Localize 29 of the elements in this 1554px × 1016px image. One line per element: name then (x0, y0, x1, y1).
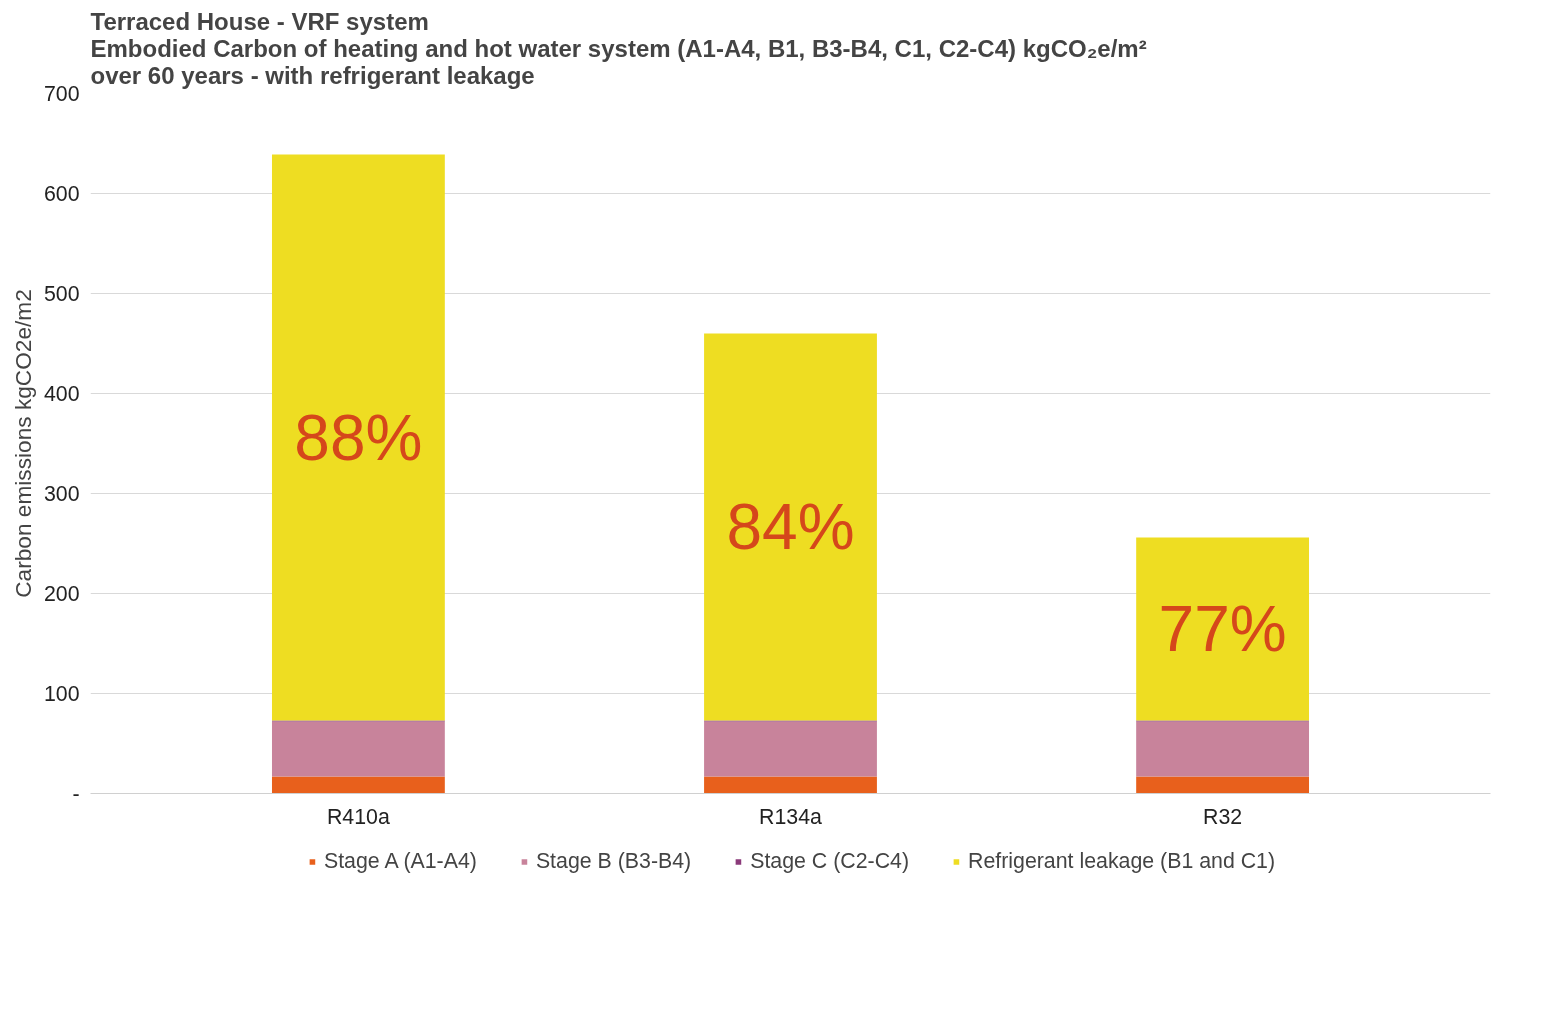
annotation: 77% (1158, 593, 1287, 665)
legend-label: Stage C (C2-C4) (750, 848, 910, 874)
annotation: 84% (726, 491, 855, 563)
y-axis-title: Carbon emissions kgCO2e/m2 (9, 289, 36, 598)
bar (271, 776, 445, 794)
y-tick-label: 600 (43, 182, 80, 206)
bar (1136, 721, 1310, 777)
y-tick-label: 200 (43, 582, 80, 606)
bar (271, 154, 445, 721)
y-tick-label: 100 (43, 682, 80, 706)
y-tick-label: 300 (43, 482, 80, 506)
legend-label: Stage A (A1-A4) (323, 848, 477, 874)
legend-label: Refrigerant leakage (B1 and C1) (968, 848, 1276, 874)
chart-title: Terraced House - VRF system Embodied Carbon of heating and hot water system (A1-A4, B1, B3-B4, C1, C2-C4) kgCO₂e/m² over 60 years - with refrigerant leakage (90, 7, 1147, 89)
bar (271, 721, 445, 777)
x-tick-label: R32 (1203, 804, 1243, 829)
y-tick-label: - (72, 782, 80, 806)
y-tick-label: 500 (43, 282, 80, 306)
y-tick-label: 400 (43, 382, 80, 406)
y-tick-label: 700 (43, 82, 80, 106)
x-tick-label: R410a (326, 804, 390, 829)
x-tick-label: R134a (759, 804, 823, 829)
bar (1136, 776, 1310, 794)
bar (1136, 537, 1310, 721)
annotation: 88% (294, 401, 423, 474)
legend-label: Stage B (B3-B4) (535, 848, 692, 874)
bar (704, 333, 877, 721)
bar (704, 776, 877, 794)
bar (704, 721, 877, 777)
